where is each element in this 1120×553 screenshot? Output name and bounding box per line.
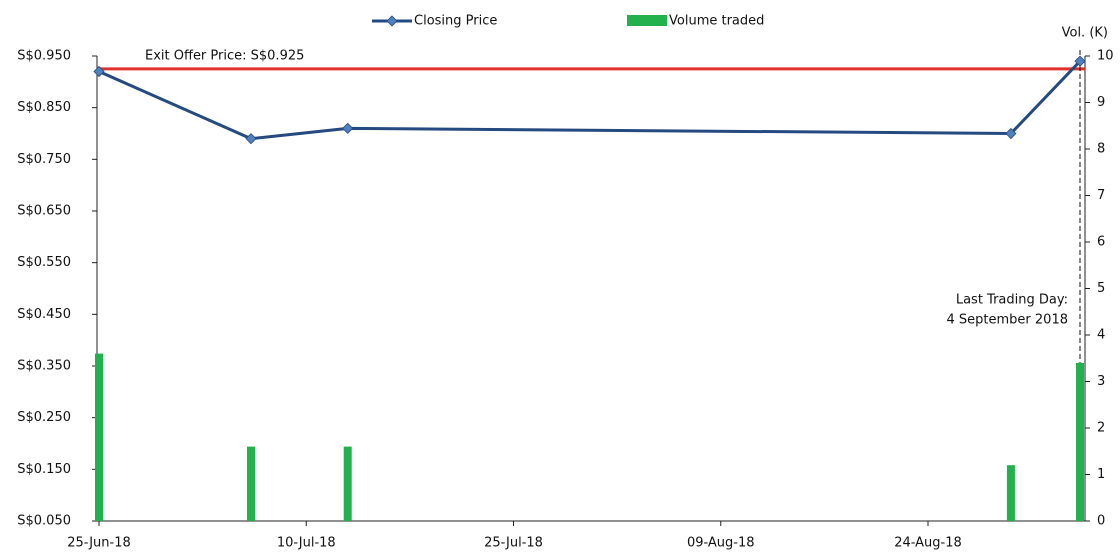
legend-marker <box>386 15 398 27</box>
y2-tick-label: 6 <box>1097 235 1105 250</box>
x-tick-label: 24-Aug-18 <box>894 536 962 551</box>
legend-label: Closing Price <box>414 14 497 29</box>
y-tick-label: S$0.850 <box>17 100 71 115</box>
y2-tick-label: 10 <box>1097 49 1114 64</box>
price-marker <box>245 133 257 145</box>
y-tick-label: S$0.950 <box>17 49 71 64</box>
y-tick-label: S$0.250 <box>17 410 71 425</box>
legend-swatch <box>627 15 667 26</box>
y-tick-label: S$0.550 <box>17 255 71 270</box>
y-tick-label: S$0.750 <box>17 152 71 167</box>
y-tick-label: S$0.450 <box>17 307 71 322</box>
y-tick-label: S$0.150 <box>17 462 71 477</box>
price-marker <box>342 122 354 134</box>
y2-axis-title: Vol. (K) <box>1062 26 1108 41</box>
volume-bar <box>95 353 103 521</box>
y2-tick-label: 8 <box>1097 142 1105 157</box>
volume-bar <box>343 446 352 521</box>
volume-bar <box>1076 362 1084 521</box>
y2-tick-label: 5 <box>1097 281 1105 296</box>
event-label: Last Trading Day: <box>956 293 1068 308</box>
y2-tick-label: 9 <box>1097 95 1105 110</box>
y2-tick-label: 7 <box>1097 188 1105 203</box>
y2-tick-label: 4 <box>1097 328 1105 343</box>
y2-tick-label: 2 <box>1097 421 1105 436</box>
y2-tick-label: 0 <box>1097 514 1105 529</box>
price-line <box>98 60 1082 141</box>
x-tick-label: 10-Jul-18 <box>277 536 336 551</box>
price-marker <box>1005 127 1017 140</box>
y-tick-label: S$0.350 <box>17 359 71 374</box>
x-tick-label: 25-Jun-18 <box>67 536 131 551</box>
y2-tick-label: 1 <box>1097 467 1105 482</box>
price-marker <box>93 65 105 78</box>
y-tick-label: S$0.650 <box>17 204 71 219</box>
x-tick-label: 09-Aug-18 <box>687 536 755 551</box>
volume-bar <box>1006 465 1015 521</box>
y2-tick-label: 3 <box>1097 374 1105 389</box>
y-tick-label: S$0.050 <box>17 514 71 529</box>
reference-label: Exit Offer Price: S$0.925 <box>145 48 304 63</box>
legend-label: Volume traded <box>669 14 764 29</box>
volume-bar <box>246 446 255 521</box>
event-label: 4 September 2018 <box>947 313 1068 328</box>
x-tick-label: 25-Jul-18 <box>484 536 543 551</box>
price-marker <box>1074 55 1086 67</box>
